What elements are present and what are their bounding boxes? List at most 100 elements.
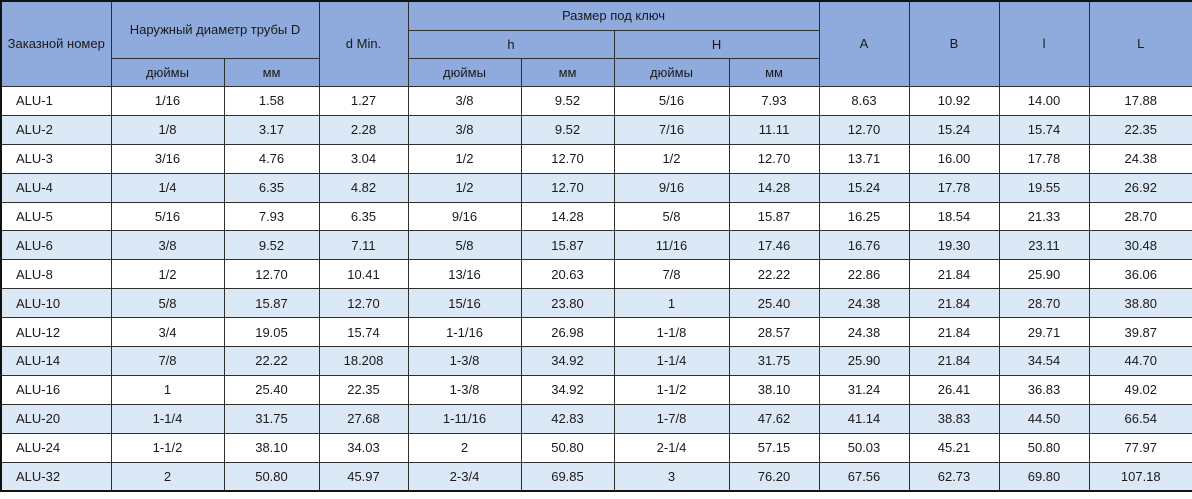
value-cell: 26.92: [1088, 172, 1192, 203]
value-cell: 13/16: [407, 259, 522, 290]
value-cell: 2-1/4: [613, 432, 730, 463]
value-cell: 21.84: [908, 317, 1000, 348]
value-cell: 69.80: [998, 461, 1090, 492]
value-cell: 17.78: [908, 172, 1000, 203]
value-cell: 16.00: [908, 143, 1000, 174]
header-l: l: [998, 0, 1090, 87]
table-row: ALU-6 3/8 9.52 7.11 5/8 15.87 11/16 17.46 16.76 1…: [0, 230, 1192, 261]
value-cell: 41.14: [818, 403, 910, 434]
value-cell: 38.10: [223, 432, 320, 463]
order-number-cell: ALU-14: [0, 346, 112, 376]
value-cell: 22.35: [318, 374, 409, 405]
value-cell: 1: [110, 374, 225, 405]
header-H-inches: дюймы: [613, 58, 730, 87]
value-cell: 15.87: [728, 201, 820, 232]
value-cell: 1/8: [110, 114, 225, 145]
table-row: ALU-3 3/16 4.76 3.04 1/2 12.70 1/2 12.70 13.71 16…: [0, 143, 1192, 174]
value-cell: 66.54: [1088, 403, 1192, 434]
order-number-cell: ALU-32: [0, 461, 112, 492]
table-row: ALU-20 1-1/4 31.75 27.68 1-11/16 42.83 1-7/8 47…: [0, 403, 1192, 434]
header-wrench-size: Размер под ключ: [407, 0, 820, 31]
value-cell: 11.11: [728, 114, 820, 145]
value-cell: 12.70: [520, 172, 615, 203]
value-cell: 5/8: [407, 230, 522, 261]
value-cell: 2-3/4: [407, 461, 522, 492]
value-cell: 22.35: [1088, 114, 1192, 145]
value-cell: 1-1/2: [110, 432, 225, 463]
value-cell: 31.24: [818, 374, 910, 405]
table-header: Заказной номер Наружный диаметр трубы D …: [0, 0, 1192, 87]
order-number-cell: ALU-10: [0, 288, 112, 319]
value-cell: 69.85: [520, 461, 615, 492]
value-cell: 11/16: [613, 230, 730, 261]
value-cell: 22.86: [818, 259, 910, 290]
value-cell: 1.27: [318, 86, 409, 116]
value-cell: 15.24: [818, 172, 910, 203]
value-cell: 1-1/2: [613, 374, 730, 405]
value-cell: 34.54: [998, 346, 1090, 376]
value-cell: 15.87: [223, 288, 320, 319]
value-cell: 34.92: [520, 374, 615, 405]
value-cell: 38.83: [908, 403, 1000, 434]
value-cell: 5/8: [110, 288, 225, 319]
value-cell: 1/2: [407, 143, 522, 174]
order-number-cell: ALU-5: [0, 201, 112, 232]
value-cell: 36.06: [1088, 259, 1192, 290]
value-cell: 2: [110, 461, 225, 492]
value-cell: 2: [407, 432, 522, 463]
value-cell: 4.82: [318, 172, 409, 203]
value-cell: 3/8: [407, 114, 522, 145]
value-cell: 1-3/8: [407, 374, 522, 405]
value-cell: 14.28: [728, 172, 820, 203]
value-cell: 3: [613, 461, 730, 492]
value-cell: 45.97: [318, 461, 409, 492]
value-cell: 1-1/4: [110, 403, 225, 434]
value-cell: 12.70: [818, 114, 910, 145]
value-cell: 45.21: [908, 432, 1000, 463]
value-cell: 18.54: [908, 201, 1000, 232]
header-d-min: d Min.: [318, 0, 409, 87]
order-number-cell: ALU-3: [0, 143, 112, 174]
order-number-cell: ALU-4: [0, 172, 112, 203]
order-number-cell: ALU-20: [0, 403, 112, 434]
value-cell: 24.38: [818, 288, 910, 319]
table-row: ALU-14 7/8 22.22 18.208 1-3/8 34.92 1-1/4 31.75…: [0, 346, 1192, 376]
order-number-cell: ALU-6: [0, 230, 112, 261]
value-cell: 15/16: [407, 288, 522, 319]
value-cell: 62.73: [908, 461, 1000, 492]
header-h-inches: дюймы: [407, 58, 522, 87]
value-cell: 31.75: [728, 346, 820, 376]
value-cell: 49.02: [1088, 374, 1192, 405]
table-body: ALU-1 1/16 1.58 1.27 3/8 9.52 5/16 7.93 8.63 10.9…: [0, 86, 1192, 492]
order-number-cell: ALU-16: [0, 374, 112, 405]
value-cell: 1-1/4: [613, 346, 730, 376]
value-cell: 9.52: [520, 86, 615, 116]
value-cell: 10.92: [908, 86, 1000, 116]
value-cell: 19.05: [223, 317, 320, 348]
value-cell: 16.76: [818, 230, 910, 261]
value-cell: 1/16: [110, 86, 225, 116]
value-cell: 57.15: [728, 432, 820, 463]
value-cell: 1.58: [223, 86, 320, 116]
value-cell: 28.57: [728, 317, 820, 348]
value-cell: 3.17: [223, 114, 320, 145]
value-cell: 7/8: [613, 259, 730, 290]
value-cell: 22.22: [728, 259, 820, 290]
value-cell: 42.83: [520, 403, 615, 434]
header-H-mm: мм: [728, 58, 820, 87]
value-cell: 14.00: [998, 86, 1090, 116]
value-cell: 8.63: [818, 86, 910, 116]
value-cell: 12.70: [728, 143, 820, 174]
value-cell: 29.71: [998, 317, 1090, 348]
value-cell: 20.63: [520, 259, 615, 290]
value-cell: 12.70: [520, 143, 615, 174]
order-number-cell: ALU-8: [0, 259, 112, 290]
value-cell: 7.93: [728, 86, 820, 116]
header-outer-diameter: Наружный диаметр трубы D: [110, 0, 320, 59]
value-cell: 31.75: [223, 403, 320, 434]
value-cell: 24.38: [818, 317, 910, 348]
value-cell: 24.38: [1088, 143, 1192, 174]
value-cell: 12.70: [223, 259, 320, 290]
value-cell: 5/16: [110, 201, 225, 232]
